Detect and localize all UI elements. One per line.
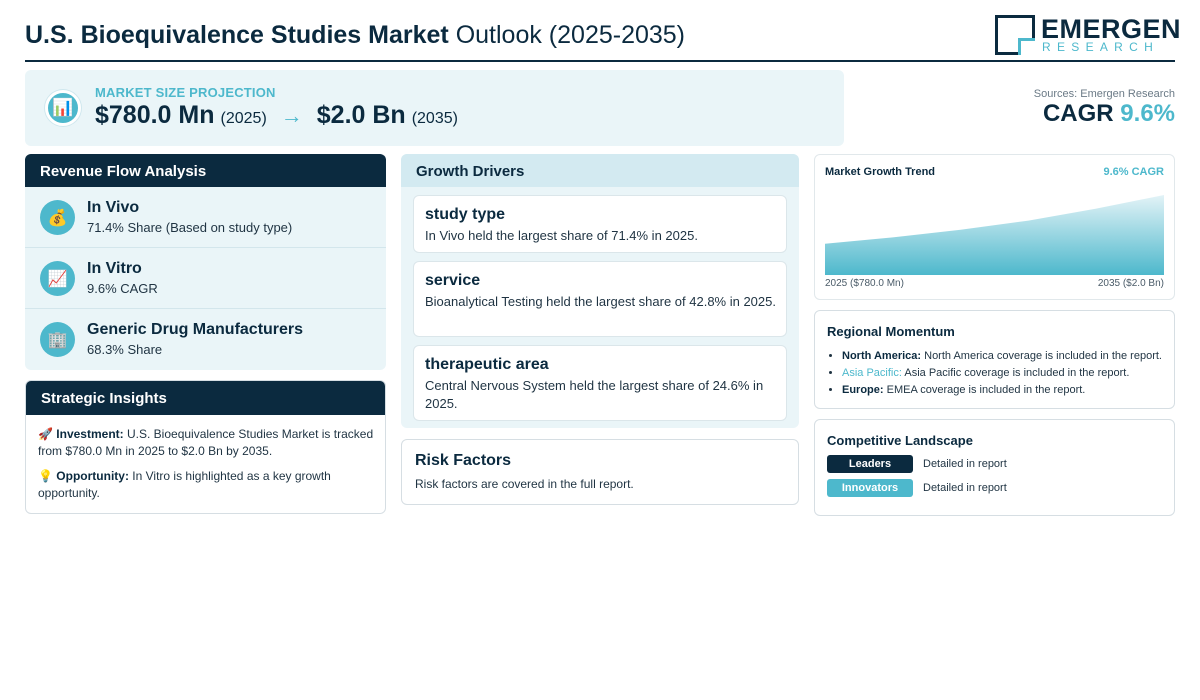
- region-name: Asia Pacific:: [842, 367, 902, 379]
- leaders-badge: Leaders: [827, 455, 913, 473]
- trend-area-chart: [825, 195, 1164, 275]
- sources-note: Sources: Emergen Research: [1033, 88, 1175, 100]
- start-year: (2025): [220, 110, 267, 127]
- driver-title: study type: [425, 206, 506, 223]
- investment-text: U.S. Bioequivalence Studies Market is tr…: [38, 427, 374, 458]
- growth-drivers-heading: Growth Drivers: [401, 154, 799, 187]
- arrow-right-icon: →: [280, 103, 303, 128]
- revenue-item-sub: 9.6% CAGR: [87, 281, 158, 296]
- driver-card: therapeutic area Central Nervous System …: [413, 345, 787, 421]
- driver-title: service: [425, 272, 481, 289]
- projection-label: MARKET SIZE PROJECTION: [95, 85, 276, 100]
- trend-end-label: 2035 ($2.0 Bn): [1097, 278, 1164, 289]
- competitive-row-text: Detailed in report: [923, 458, 1007, 470]
- competitive-landscape-heading: Competitive Landscape: [827, 433, 973, 448]
- revenue-item-title: In Vitro: [87, 260, 142, 277]
- revenue-item: 📈 In Vitro 9.6% CAGR: [25, 248, 386, 309]
- risk-factors-panel: Risk Factors Risk factors are covered in…: [401, 439, 799, 505]
- strategic-insights-heading: Strategic Insights: [26, 381, 385, 415]
- innovators-badge: Innovators: [827, 479, 913, 497]
- driver-card: service Bioanalytical Testing held the l…: [413, 261, 787, 337]
- region-text: Asia Pacific coverage is included in the…: [904, 367, 1130, 379]
- revenue-item: 💰 In Vivo 71.4% Share (Based on study ty…: [25, 187, 386, 248]
- investment-label: Investment:: [56, 427, 124, 441]
- report-header: U.S. Bioequivalence Studies Market Outlo…: [25, 12, 1181, 62]
- logo-mark-icon: [995, 15, 1035, 55]
- opportunity-label: Opportunity:: [56, 469, 129, 483]
- page-title-bold: U.S. Bioequivalence Studies Market: [25, 21, 449, 49]
- trend-cagr: 9.6% CAGR: [1103, 166, 1164, 178]
- cagr-value: 9.6%: [1120, 100, 1175, 127]
- driver-text: In Vivo held the largest share of 71.4% …: [425, 228, 698, 243]
- revenue-flow-heading: Revenue Flow Analysis: [25, 154, 386, 187]
- office-building-icon: 🏢: [40, 322, 75, 357]
- investment-insight: 🚀 Investment: U.S. Bioequivalence Studie…: [38, 426, 378, 460]
- revenue-item-sub: 68.3% Share: [87, 342, 163, 357]
- opportunity-text: In Vitro is highlighted as a key growth …: [38, 469, 331, 500]
- region-name: Europe:: [842, 384, 884, 396]
- strategic-insights-panel: Strategic Insights 🚀 Investment: U.S. Bi…: [25, 380, 386, 514]
- projection-values: $780.0 Mn (2025) → $2.0 Bn (2035): [95, 101, 458, 130]
- revenue-item-sub: 71.4% Share (Based on study type): [87, 220, 293, 235]
- revenue-flow-panel: Revenue Flow Analysis 💰 In Vivo 71.4% Sh…: [25, 154, 386, 370]
- risk-factors-text: Risk factors are covered in the full rep…: [415, 477, 634, 491]
- growth-drivers-panel: Growth Drivers study type In Vivo held t…: [401, 154, 799, 428]
- trend-area: [825, 195, 1164, 275]
- region-name: North America:: [842, 350, 922, 362]
- logo-subtitle: RESEARCH: [1042, 40, 1160, 54]
- market-size-projection: 📊 MARKET SIZE PROJECTION $780.0 Mn (2025…: [25, 70, 844, 146]
- revenue-item-title: In Vivo: [87, 199, 140, 216]
- region-text: North America coverage is included in th…: [924, 350, 1162, 362]
- emergen-logo: EMERGEN RESEARCH: [995, 14, 1181, 56]
- logo-name: EMERGEN: [1041, 14, 1182, 44]
- cagr-summary: CAGR 9.6%: [1043, 100, 1175, 128]
- rocket-icon: 🚀: [38, 427, 53, 441]
- page-title: U.S. Bioequivalence Studies Market Outlo…: [25, 21, 685, 50]
- region-item: North America: North America coverage is…: [842, 348, 1172, 365]
- revenue-item-title: Generic Drug Manufacturers: [87, 321, 304, 338]
- driver-text: Central Nervous System held the largest …: [425, 378, 764, 411]
- regional-momentum-heading: Regional Momentum: [827, 324, 955, 339]
- cagr-label: CAGR: [1042, 100, 1114, 127]
- region-item: Europe: EMEA coverage is included in the…: [842, 382, 1172, 399]
- region-list: North America: North America coverage is…: [842, 348, 1172, 399]
- competitive-row: Leaders Detailed in report: [827, 455, 1007, 473]
- page-title-rest: Outlook (2025-2035): [455, 21, 686, 49]
- competitive-row: Innovators Detailed in report: [827, 479, 1007, 497]
- trend-start-label: 2025 ($780.0 Mn): [825, 278, 904, 289]
- revenue-item: 🏢 Generic Drug Manufacturers 68.3% Share: [25, 309, 386, 370]
- money-bag-icon: 💰: [40, 200, 75, 235]
- region-text: EMEA coverage is included in the report.: [886, 384, 1086, 396]
- chart-increasing-icon: 📈: [40, 261, 75, 296]
- market-growth-trend-card: Market Growth Trend 9.6% CAGR 2025 ($780…: [814, 154, 1175, 300]
- end-value: $2.0 Bn: [316, 101, 406, 129]
- bar-chart-icon: 📊: [45, 90, 81, 126]
- lightbulb-icon: 💡: [38, 469, 53, 483]
- competitive-landscape-panel: Competitive Landscape Leaders Detailed i…: [814, 419, 1175, 516]
- regional-momentum-panel: Regional Momentum North America: North A…: [814, 310, 1175, 409]
- competitive-row-text: Detailed in report: [923, 482, 1007, 494]
- region-item: Asia Pacific: Asia Pacific coverage is i…: [842, 365, 1172, 382]
- driver-title: therapeutic area: [425, 356, 549, 373]
- opportunity-insight: 💡 Opportunity: In Vitro is highlighted a…: [38, 468, 378, 502]
- end-year: (2035): [411, 110, 458, 127]
- driver-card: study type In Vivo held the largest shar…: [413, 195, 787, 253]
- driver-text: Bioanalytical Testing held the largest s…: [425, 294, 776, 309]
- start-value: $780.0 Mn: [95, 101, 215, 129]
- risk-factors-heading: Risk Factors: [415, 452, 512, 469]
- trend-title: Market Growth Trend: [825, 166, 936, 178]
